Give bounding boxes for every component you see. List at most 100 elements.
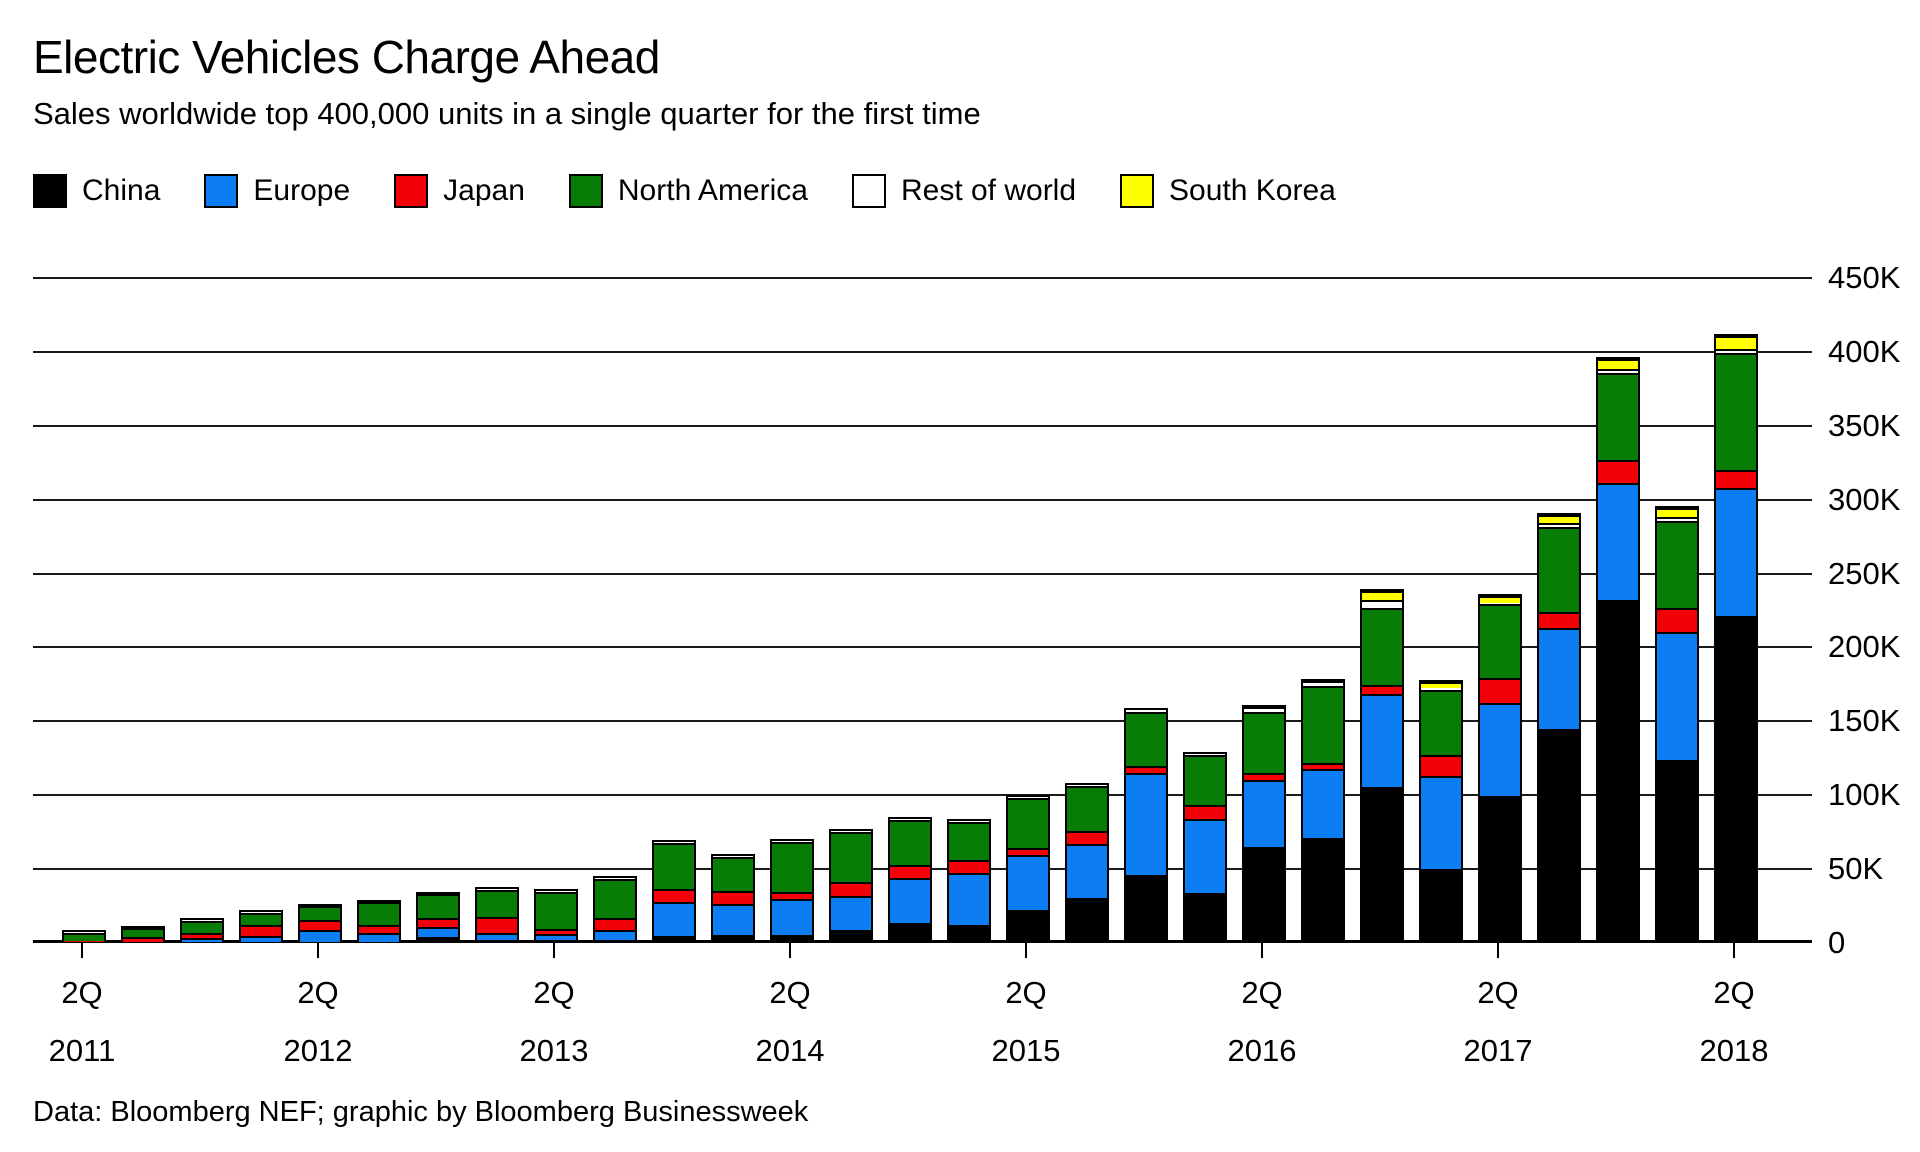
bar-4q-2015 bbox=[1124, 708, 1168, 943]
x-tick-quarter-2018: 2Q bbox=[1713, 975, 1755, 1010]
bar-segment-europe bbox=[1598, 482, 1638, 601]
bar-segment-rest_of_world bbox=[654, 842, 694, 844]
legend-item-japan: Japan bbox=[394, 174, 525, 208]
x-tick-mark-2018 bbox=[1733, 943, 1735, 958]
bar-segment-japan bbox=[1598, 459, 1638, 483]
bar-segment-rest_of_world bbox=[1185, 753, 1225, 756]
bar-segment-china bbox=[123, 942, 163, 943]
bar-segment-north_america bbox=[1657, 521, 1697, 609]
x-tick-quarter-2016: 2Q bbox=[1241, 975, 1283, 1010]
bar-segment-china bbox=[831, 929, 871, 943]
bar-3q-2015 bbox=[1065, 782, 1109, 943]
legend-item-rest_of_world: Rest of world bbox=[851, 174, 1076, 208]
bar-segment-japan bbox=[241, 924, 281, 936]
bar-segment-north_america bbox=[1362, 607, 1402, 685]
bar-segment-north_america bbox=[772, 842, 812, 892]
bar-segment-japan bbox=[713, 890, 753, 904]
x-tick-quarter-2013: 2Q bbox=[533, 975, 575, 1010]
bar-segment-south_korea bbox=[1421, 682, 1461, 689]
gridline-350K bbox=[33, 424, 1812, 427]
bar-segment-japan bbox=[654, 888, 694, 903]
bar-4q-2011 bbox=[180, 918, 224, 943]
bar-4q-2013 bbox=[652, 840, 696, 943]
y-axis-label-450K: 450K bbox=[1828, 260, 1901, 295]
bar-segment-europe bbox=[418, 926, 458, 937]
bar-segment-japan bbox=[772, 891, 812, 900]
legend-swatch-japan bbox=[394, 174, 429, 208]
bar-segment-china bbox=[241, 941, 281, 943]
bar-segment-china bbox=[1185, 892, 1225, 943]
x-tick-mark-2013 bbox=[553, 943, 555, 958]
bar-segment-china bbox=[949, 924, 989, 943]
chart-legend: China Europe Japan North America Rest of wor… bbox=[33, 174, 1336, 208]
bar-segment-north_america bbox=[1008, 798, 1048, 848]
x-tick-quarter-2017: 2Q bbox=[1477, 975, 1519, 1010]
bar-segment-china bbox=[772, 934, 812, 943]
bar-segment-europe bbox=[890, 877, 930, 924]
x-tick-mark-2015 bbox=[1025, 943, 1027, 958]
bar-segment-rest_of_world bbox=[1067, 784, 1107, 787]
bar-segment-rest_of_world bbox=[831, 831, 871, 833]
bar-segment-china bbox=[300, 941, 340, 943]
bar-segment-china bbox=[1008, 910, 1048, 943]
bar-segment-rest_of_world bbox=[713, 855, 753, 857]
bar-segment-japan bbox=[1421, 754, 1461, 777]
chart-title: Electric Vehicles Charge Ahead bbox=[33, 31, 660, 83]
bar-segment-north_america bbox=[1067, 786, 1107, 831]
x-tick-year-2015: 2015 bbox=[991, 1033, 1061, 1068]
bar-segment-china bbox=[890, 923, 930, 943]
bar-segment-china bbox=[654, 936, 694, 943]
source-credit: Data: Bloomberg NEF; graphic by Bloomber… bbox=[33, 1096, 809, 1128]
bar-segment-china bbox=[1657, 760, 1697, 943]
bar-segment-japan bbox=[1480, 678, 1520, 703]
bar-segment-rest_of_world bbox=[1716, 348, 1756, 354]
bar-3q-2013 bbox=[593, 875, 637, 943]
bar-segment-rest_of_world bbox=[772, 841, 812, 843]
bar-segment-japan bbox=[1716, 469, 1756, 488]
y-axis-label-250K: 250K bbox=[1828, 555, 1901, 591]
bar-segment-china bbox=[1598, 600, 1638, 943]
bar-4q-2014 bbox=[888, 816, 932, 943]
chart-subtitle: Sales worldwide top 400,000 units in a s… bbox=[33, 96, 981, 131]
bar-segment-japan bbox=[890, 865, 930, 878]
bar-segment-japan bbox=[1185, 805, 1225, 819]
bar-segment-china bbox=[477, 939, 517, 943]
plot-area: 0 50K 100K 150K 200K 250K 300K 350K 400K 450K 2Q 20… bbox=[33, 260, 1900, 1068]
bar-1q-2013 bbox=[475, 887, 519, 943]
bar-3q-2012 bbox=[357, 899, 401, 943]
bar-1q-2018 bbox=[1655, 505, 1699, 943]
legend-swatch-europe bbox=[204, 174, 239, 208]
bar-segment-japan bbox=[1126, 765, 1166, 773]
bar-segment-china bbox=[1716, 615, 1756, 943]
bar-2q-2011 bbox=[62, 930, 106, 943]
bar-segment-japan bbox=[123, 937, 163, 942]
bar-segment-europe bbox=[831, 896, 871, 930]
bar-segment-china bbox=[1244, 846, 1284, 943]
bar-segment-rest_of_world bbox=[477, 889, 517, 890]
bar-segment-rest_of_world bbox=[1539, 522, 1579, 528]
x-tick-quarter-2014: 2Q bbox=[769, 975, 811, 1010]
bar-segment-europe bbox=[1185, 818, 1225, 893]
y-axis-label-400K: 400K bbox=[1828, 333, 1901, 369]
bar-segment-north_america bbox=[595, 878, 635, 919]
bar-segment-china bbox=[1362, 786, 1402, 943]
bar-segment-south_korea bbox=[1716, 335, 1756, 349]
bar-segment-north_america bbox=[64, 932, 104, 941]
bar-segment-europe bbox=[1716, 487, 1756, 616]
bar-segment-japan bbox=[300, 920, 340, 931]
y-axis-label-0: 0 bbox=[1828, 925, 1846, 960]
bar-segment-china bbox=[418, 936, 458, 943]
bar-segment-europe bbox=[713, 903, 753, 935]
x-tick-quarter-2011: 2Q bbox=[61, 975, 103, 1010]
bar-segment-china bbox=[713, 934, 753, 943]
bar-segment-europe bbox=[64, 941, 104, 943]
bar-segment-china bbox=[1480, 795, 1520, 943]
bar-segment-europe bbox=[241, 935, 281, 942]
bar-segment-south_korea bbox=[1598, 358, 1638, 369]
bar-segment-china bbox=[1539, 729, 1579, 943]
bar-segment-japan bbox=[1303, 763, 1343, 770]
bar-segment-north_america bbox=[1716, 353, 1756, 470]
bar-segment-europe bbox=[1362, 694, 1402, 787]
x-tick-mark-2012 bbox=[317, 943, 319, 958]
